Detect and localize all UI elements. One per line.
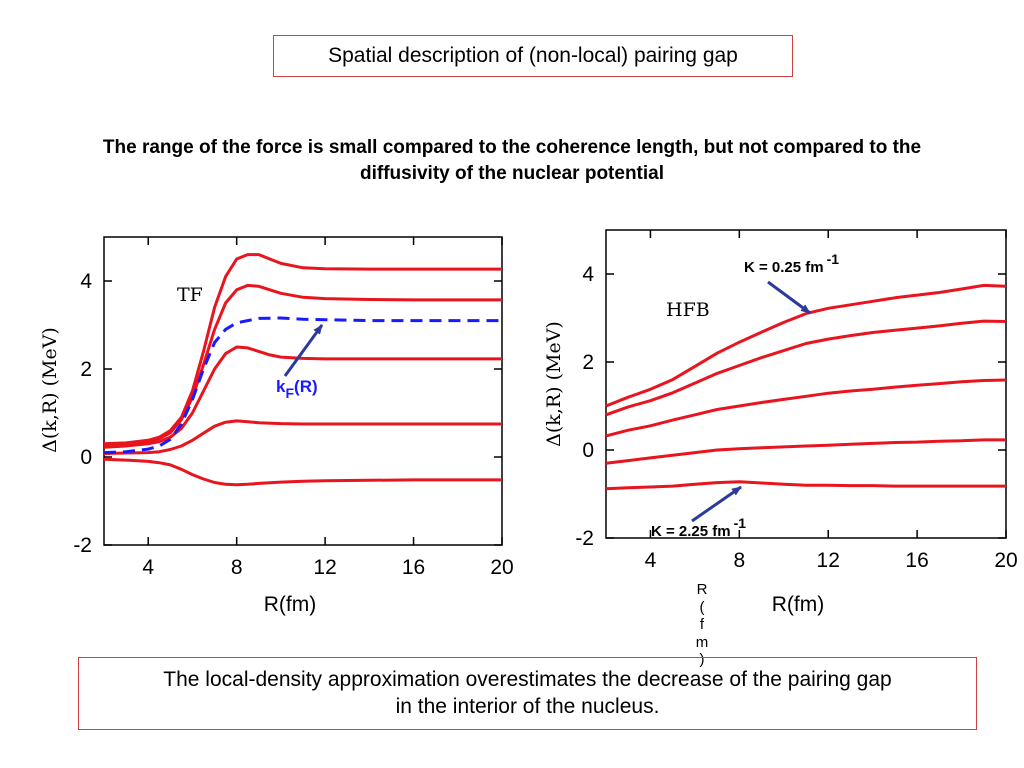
hfb-curves bbox=[605, 283, 1007, 491]
stray-char: R bbox=[696, 581, 708, 598]
subtitle-line-2: diffusivity of the nuclear potential bbox=[359, 163, 665, 184]
hfb-xlabel: R(fm) bbox=[772, 593, 824, 616]
tf-ytick-label: -2 bbox=[73, 534, 92, 557]
hfb-label-bottom-text: K = 2.25 fm bbox=[651, 523, 731, 540]
tf-series-line bbox=[103, 419, 502, 455]
stray-char: f bbox=[699, 616, 705, 633]
kf-arrow bbox=[283, 324, 324, 377]
kf-label: kF(R) bbox=[276, 377, 318, 401]
kf-label-k: k bbox=[276, 377, 286, 396]
hfb-series-line bbox=[605, 283, 1007, 408]
hfb-ticks: 4 8 12 16 20 -2 0 2 4 bbox=[575, 230, 1018, 572]
tf-ylabel: Δ(k,R) (MeV) bbox=[39, 327, 61, 453]
tf-ytick-label: 0 bbox=[80, 446, 92, 469]
tf-chart: 4 8 12 16 20 -2 0 2 4 TF kF(R) Δ(k,R) (MeV) R(fm… bbox=[39, 236, 514, 616]
hfb-xtick-label: 20 bbox=[994, 549, 1017, 572]
hfb-series-line bbox=[605, 378, 1007, 438]
hfb-ytick-label: 2 bbox=[582, 351, 594, 374]
tf-ytick-label: 4 bbox=[80, 270, 92, 293]
hfb-series-line bbox=[605, 438, 1006, 465]
tf-xtick-label: 12 bbox=[313, 556, 336, 579]
tf-plot-frame bbox=[103, 236, 503, 546]
kf-label-sub: F bbox=[285, 385, 294, 401]
tf-xtick-label: 4 bbox=[142, 556, 154, 579]
hfb-series-line bbox=[605, 319, 1007, 417]
tf-series-line bbox=[103, 345, 502, 449]
hfb-ylabel: Δ(k,R) (MeV) bbox=[543, 321, 565, 447]
hfb-label-bottom: K = 2.25 fm -1 bbox=[651, 515, 746, 540]
hfb-label-bottom-exp: -1 bbox=[734, 515, 747, 531]
hfb-label-top-exp: -1 bbox=[827, 251, 840, 267]
conclusion-line-2: in the interior of the nucleus. bbox=[395, 695, 660, 718]
tf-series-line bbox=[103, 283, 502, 447]
stray-char: m bbox=[695, 633, 709, 651]
hfb-arrow-top bbox=[767, 280, 811, 315]
subtitle-line-1: The range of the force is small compared… bbox=[102, 137, 922, 158]
tf-xtick-label: 8 bbox=[231, 556, 243, 579]
tf-curves bbox=[103, 253, 502, 487]
hfb-xtick-label: 8 bbox=[733, 549, 745, 572]
tf-ticks: 4 8 12 16 20 -2 0 2 4 bbox=[73, 237, 514, 579]
hfb-ytick-label: -2 bbox=[575, 527, 594, 550]
hfb-label-top: K = 0.25 fm -1 bbox=[744, 251, 839, 276]
conclusion-box: The local-density approximation overesti… bbox=[78, 657, 977, 730]
tf-xtick-label: 20 bbox=[490, 556, 513, 579]
hfb-plot-frame bbox=[605, 229, 1007, 539]
stray-axis-label: R ( f m ) bbox=[692, 581, 712, 669]
hfb-ytick-label: 0 bbox=[582, 439, 594, 462]
stray-char: ) bbox=[699, 651, 705, 668]
tf-ytick-label: 2 bbox=[80, 358, 92, 381]
stray-char: ( bbox=[699, 598, 705, 616]
hfb-series-line bbox=[605, 480, 1006, 491]
conclusion-line-1: The local-density approximation overesti… bbox=[163, 668, 892, 691]
kf-label-suffix: (R) bbox=[294, 377, 318, 396]
tf-kf-curve bbox=[103, 316, 502, 455]
tf-series-line bbox=[103, 457, 502, 487]
hfb-xtick-label: 16 bbox=[905, 549, 928, 572]
tf-annotation: TF bbox=[177, 284, 203, 306]
hfb-annotation: HFB bbox=[666, 299, 710, 321]
tf-xlabel: R(fm) bbox=[264, 593, 316, 616]
tf-xtick-label: 16 bbox=[402, 556, 425, 579]
hfb-ytick-label: 4 bbox=[582, 263, 594, 286]
slide-subtitle: The range of the force is small compared… bbox=[0, 135, 1024, 187]
hfb-xtick-label: 4 bbox=[645, 549, 657, 572]
hfb-xtick-label: 12 bbox=[817, 549, 840, 572]
hfb-label-top-text: K = 0.25 fm bbox=[744, 259, 824, 276]
hfb-arrow-bottom bbox=[691, 485, 742, 523]
slide-title: Spatial description of (non-local) pairi… bbox=[273, 35, 793, 77]
